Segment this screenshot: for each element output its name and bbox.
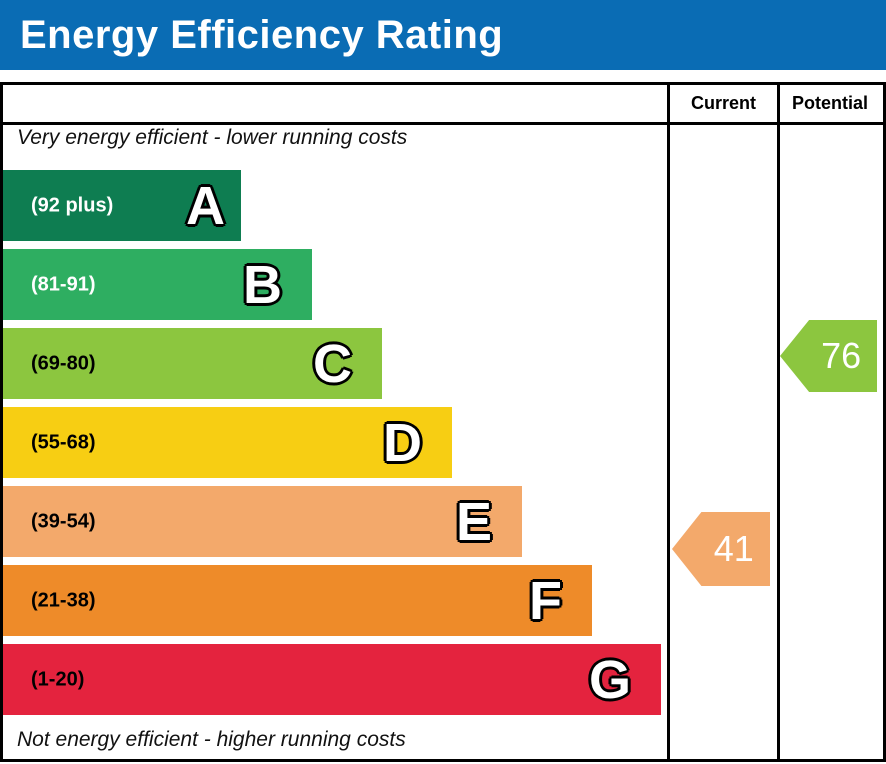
- band-c-letter: C: [312, 333, 353, 394]
- rating-table: Current Potential Very energy efficient …: [0, 82, 886, 762]
- band-c: (69-80) C: [3, 328, 382, 399]
- current-rating-arrow: 41: [672, 512, 770, 586]
- band-g-letter: G: [588, 649, 632, 710]
- band-f-range-label: (21-38): [31, 589, 96, 611]
- band-c-range-label: (69-80): [31, 352, 96, 374]
- current-column-divider: [667, 85, 670, 759]
- top-note: Very energy efficient - lower running co…: [17, 126, 408, 149]
- band-b: (81-91) B: [3, 249, 312, 320]
- band-g: (1-20) G: [3, 644, 661, 715]
- band-a-range-label: (92 plus): [31, 194, 114, 216]
- band-f-letter: F: [528, 570, 563, 631]
- chart-title: Energy Efficiency Rating: [20, 13, 504, 57]
- band-d-range-label: (55-68): [31, 431, 96, 453]
- current-column-header: Current: [690, 93, 756, 113]
- bottom-note: Not energy efficient - higher running co…: [17, 728, 406, 751]
- chart-header-banner: Energy Efficiency Rating: [0, 0, 886, 70]
- band-d: (55-68) D: [3, 407, 452, 478]
- table-header-row: [3, 85, 883, 125]
- band-a-letter: A: [185, 175, 226, 236]
- potential-rating-arrow: 76: [780, 320, 877, 392]
- potential-rating-value: 76: [821, 335, 862, 376]
- band-f: (21-38) F: [3, 565, 592, 636]
- band-e: (39-54) E: [3, 486, 522, 557]
- potential-column-divider: [777, 85, 780, 759]
- band-d-letter: D: [382, 412, 423, 473]
- band-e-letter: E: [455, 491, 493, 552]
- band-g-range-label: (1-20): [31, 668, 85, 690]
- band-a: (92 plus) A: [3, 170, 241, 241]
- band-b-letter: B: [242, 254, 283, 315]
- band-e-range-label: (39-54): [31, 510, 96, 532]
- current-rating-value: 41: [713, 528, 754, 569]
- potential-column-header: Potential: [791, 93, 868, 113]
- band-b-range-label: (81-91): [31, 273, 96, 295]
